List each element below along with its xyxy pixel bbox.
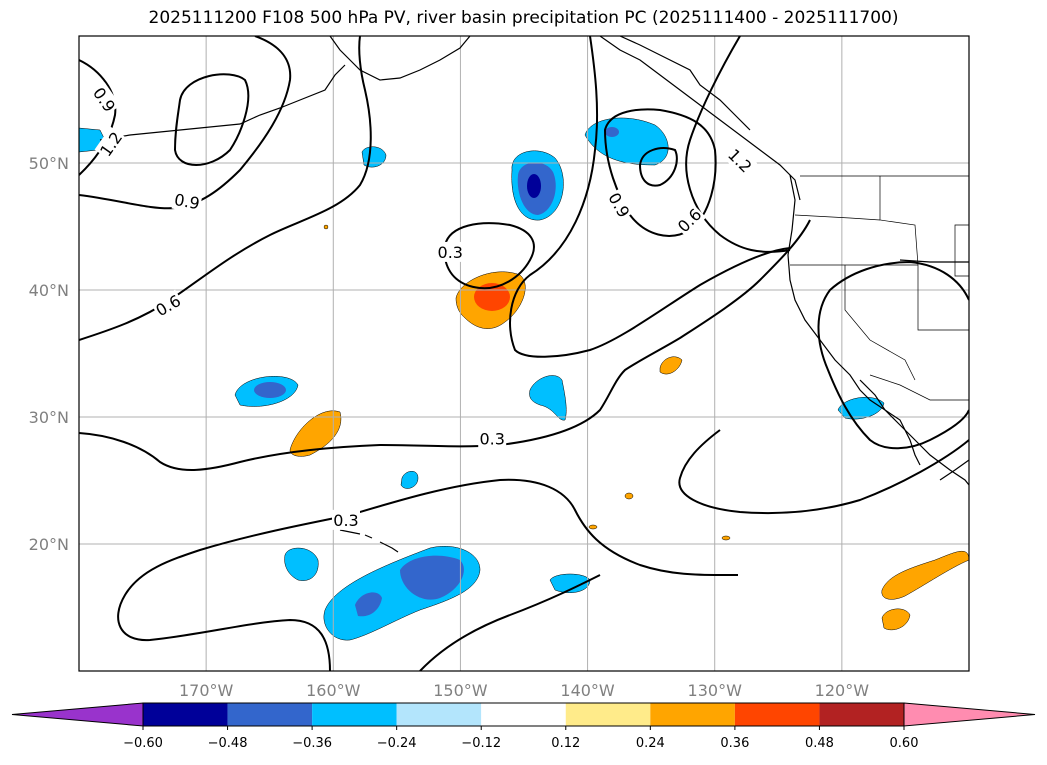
colorbar-segment (650, 703, 735, 726)
contour-0.3-east-lower (678, 429, 969, 515)
lat-tick-label: 50°N (29, 154, 69, 173)
colorbar: −0.60 −0.48 −0.36 −0.24 −0.12 0.12 0.24 0.36 0.4… (11, 702, 1036, 751)
colorbar-segment (312, 703, 397, 726)
gridlines (79, 36, 969, 671)
precip-positive-dot-a (624, 492, 634, 500)
precip-negative-hawaii-mid-a (400, 555, 464, 600)
border-idaho (879, 176, 919, 266)
colorbar-tick-label: −0.12 (461, 736, 501, 751)
map-frame (78, 35, 970, 672)
map-title: 2025111200 F108 500 hPa PV, river basin … (148, 8, 899, 28)
lat-tick-label: 40°N (29, 281, 69, 300)
svg-text:0.3: 0.3 (479, 430, 504, 449)
coastline-aleutian-chain (99, 64, 346, 141)
border-us-mexico (869, 374, 969, 401)
precip-positive-far-east (881, 551, 969, 600)
border-wa-or (794, 214, 881, 221)
colorbar-extend-low (11, 702, 144, 727)
precip-positive-east-small (659, 356, 683, 375)
coastline-baja (859, 379, 921, 466)
svg-text:0.9: 0.9 (173, 190, 201, 213)
precip-negative-mid-small (400, 471, 419, 489)
contour-0.9-northwest (79, 59, 117, 176)
colorbar-tick-label: 0.12 (551, 736, 580, 751)
contour-0.6-east (685, 36, 791, 253)
colorbar-tick-label: 0.24 (636, 736, 665, 751)
colorbar-tick-label: 0.60 (890, 736, 919, 751)
precip-negative-hawaii-west (284, 547, 319, 581)
precip-positive-dot-c (721, 535, 731, 541)
coastline-alaska-panhandle (599, 36, 801, 201)
contour-label: 0.3 (436, 241, 465, 262)
lon-tick-label: 160°W (306, 681, 361, 700)
contour-0.3-large (79, 219, 811, 471)
precip-positive-dot-d (323, 224, 329, 230)
colorbar-segment (143, 703, 228, 726)
colorbar-segment (396, 703, 482, 726)
contour-1.2-small (638, 147, 678, 187)
contour-1.2-northwest (173, 73, 250, 166)
border-montana (954, 224, 969, 277)
svg-text:0.3: 0.3 (438, 243, 463, 262)
contour-label: 0.9 (171, 188, 203, 214)
colorbar-tick-label: −0.48 (208, 736, 248, 751)
colorbar-tick-label: −0.24 (377, 736, 417, 751)
border-ca-nv (844, 265, 916, 381)
colorbar-tick-label: −0.36 (292, 736, 332, 751)
axis-ticks: 50°N 40°N 30°N 20°N 170°W 160°W 150°W 140°W 130°… (29, 154, 870, 700)
coastline-alaska (329, 36, 471, 81)
lat-tick-label: 20°N (29, 535, 69, 554)
lon-tick-label: 150°W (433, 681, 488, 700)
precip-positive-dot-b (588, 524, 598, 530)
colorbar-tick-label: 0.36 (720, 736, 749, 751)
contour-label: 0.3 (478, 428, 507, 449)
colorbar-extend-high (903, 702, 1036, 727)
precip-negative-subtropics (529, 375, 567, 421)
political-borders (790, 175, 969, 401)
lon-tick-label: 130°W (688, 681, 743, 700)
precip-positive-far-east-small (881, 608, 911, 631)
lon-tick-label: 120°W (815, 681, 870, 700)
contour-0.3-south (419, 574, 601, 671)
precip-negative-gulf-core (527, 174, 541, 198)
colorbar-tick-label: −0.60 (123, 736, 163, 751)
contour-0.9-north (79, 36, 292, 210)
precip-positive-west (289, 410, 342, 457)
contour-0.6-southeast (817, 260, 969, 450)
colorbar-segment (227, 703, 313, 726)
colorbar-tick-label: 0.48 (805, 736, 834, 751)
colorbar-segment (565, 703, 651, 726)
colorbar-segment (481, 703, 566, 726)
coastline-hawaii (339, 529, 399, 553)
contour-labels: 0.91.21.20.9 0.9 0.60.30.60.30.3 (88, 82, 758, 530)
precip-negative-alaska-core (605, 127, 619, 137)
contour-0.3-central (444, 222, 535, 290)
colorbar-segment (734, 703, 820, 726)
colorbar-frame (142, 702, 905, 727)
precip-negative-hawaii-mid-b (355, 592, 382, 617)
lat-tick-label: 30°N (29, 408, 69, 427)
svg-text:0.3: 0.3 (333, 511, 358, 530)
lon-tick-label: 170°W (179, 681, 234, 700)
border-nv-az (917, 265, 969, 331)
precip-negative-west-core (254, 382, 286, 398)
coastlines (99, 36, 969, 553)
coastline-west-us (787, 174, 969, 486)
map-background (79, 36, 969, 671)
lon-tick-label: 140°W (560, 681, 615, 700)
contour-label: 0.3 (332, 509, 360, 530)
coastline-bc-islands (619, 36, 751, 131)
coastline-far-right (899, 259, 969, 481)
contour-0.9-north-east (509, 36, 791, 358)
colorbar-segment (819, 703, 904, 726)
